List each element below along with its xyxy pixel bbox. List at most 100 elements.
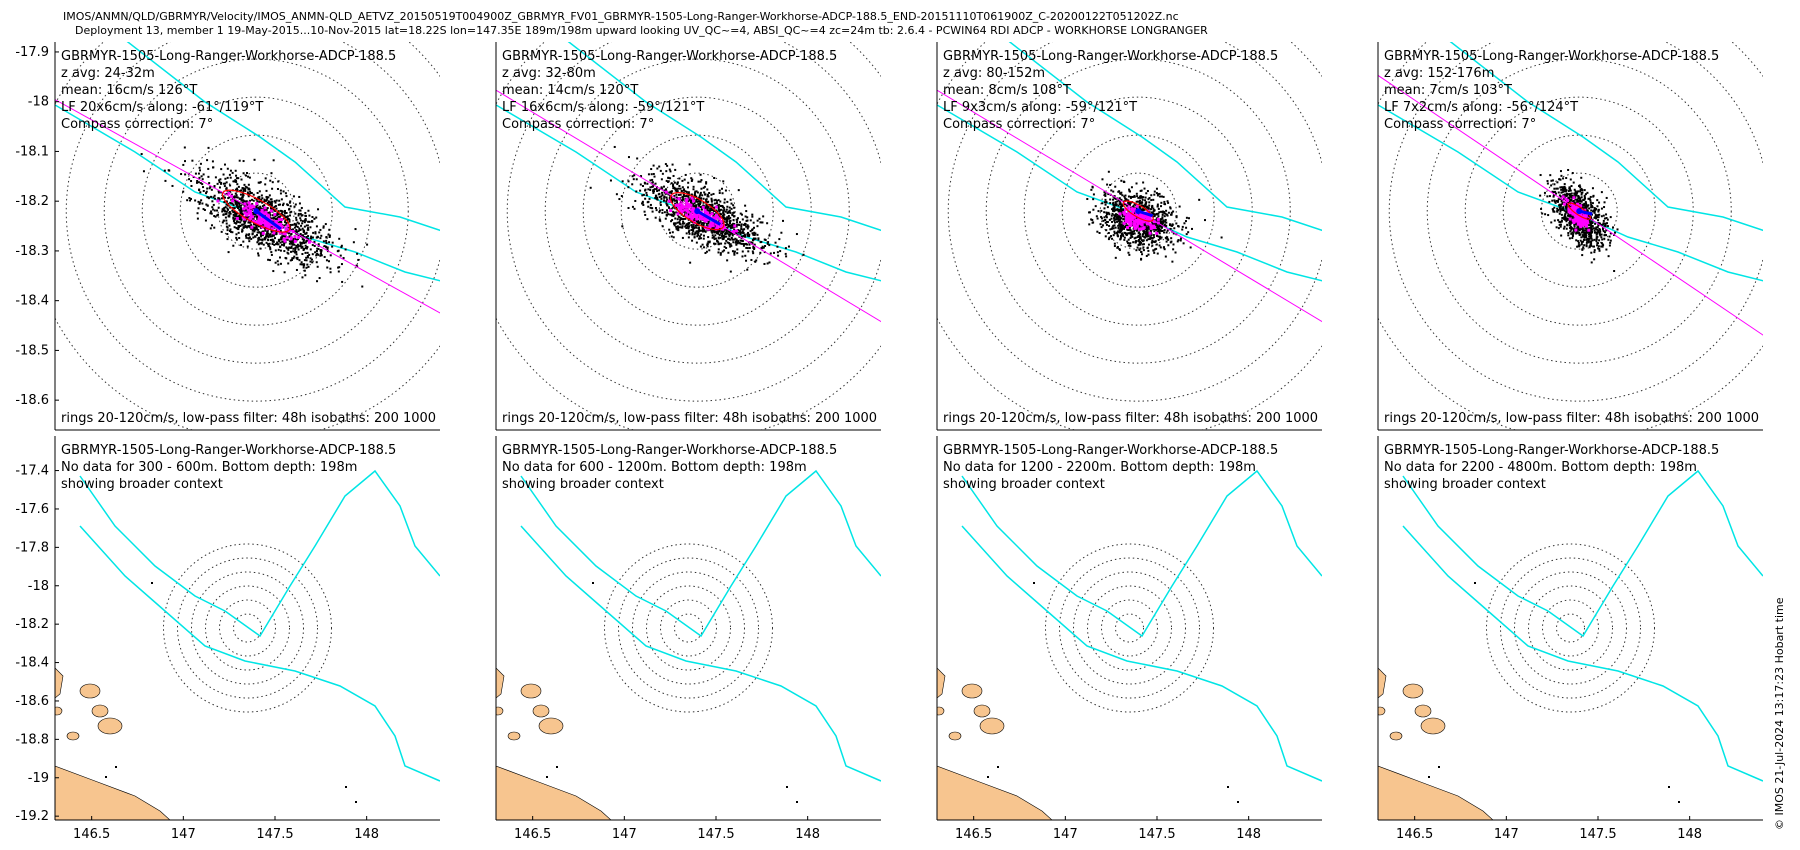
velocity-point [186, 199, 189, 202]
velocity-point [695, 205, 698, 208]
velocity-point [692, 229, 695, 232]
velocity-point [1121, 209, 1124, 212]
lowpass-point [684, 199, 688, 203]
lowpass-point [1577, 215, 1581, 219]
velocity-point [1144, 232, 1147, 235]
velocity-point [1568, 204, 1571, 207]
velocity-point [1140, 204, 1143, 207]
velocity-point [227, 208, 230, 211]
velocity-point [329, 267, 332, 270]
velocity-point [249, 192, 252, 195]
velocity-point [338, 266, 341, 269]
velocity-point [208, 182, 211, 185]
velocity-point [656, 189, 659, 192]
velocity-point [646, 218, 649, 221]
velocity-point [740, 228, 743, 231]
velocity-point [223, 185, 226, 188]
velocity-point [1602, 222, 1605, 225]
velocity-point [627, 180, 630, 183]
velocity-point [268, 194, 271, 197]
lowpass-point [1126, 213, 1130, 217]
velocity-point [337, 270, 340, 273]
velocity-point [259, 238, 262, 241]
velocity-point [1129, 195, 1132, 198]
panel-top-0: rings 20-120cm/s, low-pass filter: 48h i… [15, 42, 440, 431]
velocity-point [713, 176, 716, 179]
velocity-point [269, 203, 272, 206]
velocity-point [1114, 218, 1117, 221]
velocity-point [1563, 183, 1566, 186]
velocity-point [745, 259, 748, 262]
velocity-point [1591, 228, 1594, 231]
velocity-point [1163, 248, 1166, 251]
velocity-point [1585, 245, 1588, 248]
velocity-point [275, 207, 278, 210]
velocity-point [242, 201, 245, 204]
velocity-point [667, 213, 670, 216]
velocity-point [731, 250, 734, 253]
lowpass-point [293, 235, 297, 239]
velocity-point [1198, 198, 1201, 201]
velocity-point [702, 197, 705, 200]
velocity-point [1584, 227, 1587, 230]
velocity-point [1553, 219, 1556, 222]
velocity-point [1577, 190, 1580, 193]
velocity-point [1113, 197, 1116, 200]
velocity-point [1568, 222, 1571, 225]
lowpass-point [1149, 224, 1153, 228]
velocity-point [340, 246, 343, 249]
velocity-point [695, 200, 698, 203]
velocity-point [274, 209, 277, 212]
velocity-point [284, 192, 287, 195]
velocity-point [277, 180, 280, 183]
velocity-point [1139, 196, 1142, 199]
velocity-point [1560, 203, 1563, 206]
velocity-point [766, 242, 769, 245]
velocity-point [1590, 251, 1593, 254]
lowpass-point [734, 229, 738, 233]
velocity-point [707, 220, 710, 223]
velocity-point [731, 238, 734, 241]
velocity-point [740, 242, 743, 245]
velocity-point [298, 209, 301, 212]
velocity-point [678, 177, 681, 180]
velocity-point [1114, 213, 1117, 216]
velocity-point [301, 220, 304, 223]
velocity-point [220, 168, 223, 171]
velocity-point [1120, 208, 1123, 211]
velocity-point [299, 228, 302, 231]
velocity-point [726, 217, 729, 220]
velocity-point [1576, 224, 1579, 227]
lowpass-point [1149, 226, 1153, 230]
velocity-point [207, 175, 210, 178]
velocity-point [275, 233, 278, 236]
lowpass-point [274, 226, 278, 230]
velocity-point [288, 218, 291, 221]
velocity-point [1581, 227, 1584, 230]
velocity-point [649, 206, 652, 209]
velocity-point [1556, 207, 1559, 210]
velocity-point [226, 238, 229, 241]
velocity-point [635, 190, 638, 193]
lowpass-point [1132, 223, 1136, 227]
velocity-point [1103, 201, 1106, 204]
velocity-point [236, 215, 239, 218]
velocity-point [744, 215, 747, 218]
velocity-point [1605, 196, 1608, 199]
velocity-point [1134, 240, 1137, 243]
isobath-line [126, 42, 440, 232]
velocity-point [1165, 224, 1168, 227]
velocity-point [650, 173, 653, 176]
velocity-point [1608, 244, 1611, 247]
velocity-point [1185, 226, 1188, 229]
velocity-point [224, 213, 227, 216]
velocity-point [1120, 236, 1123, 239]
velocity-point [1586, 191, 1589, 194]
velocity-point [726, 205, 729, 208]
velocity-point [635, 178, 638, 181]
velocity-point [1105, 223, 1108, 226]
velocity-point [1121, 227, 1124, 230]
velocity-point [244, 216, 247, 219]
velocity-point [246, 171, 249, 174]
velocity-point [687, 214, 690, 217]
